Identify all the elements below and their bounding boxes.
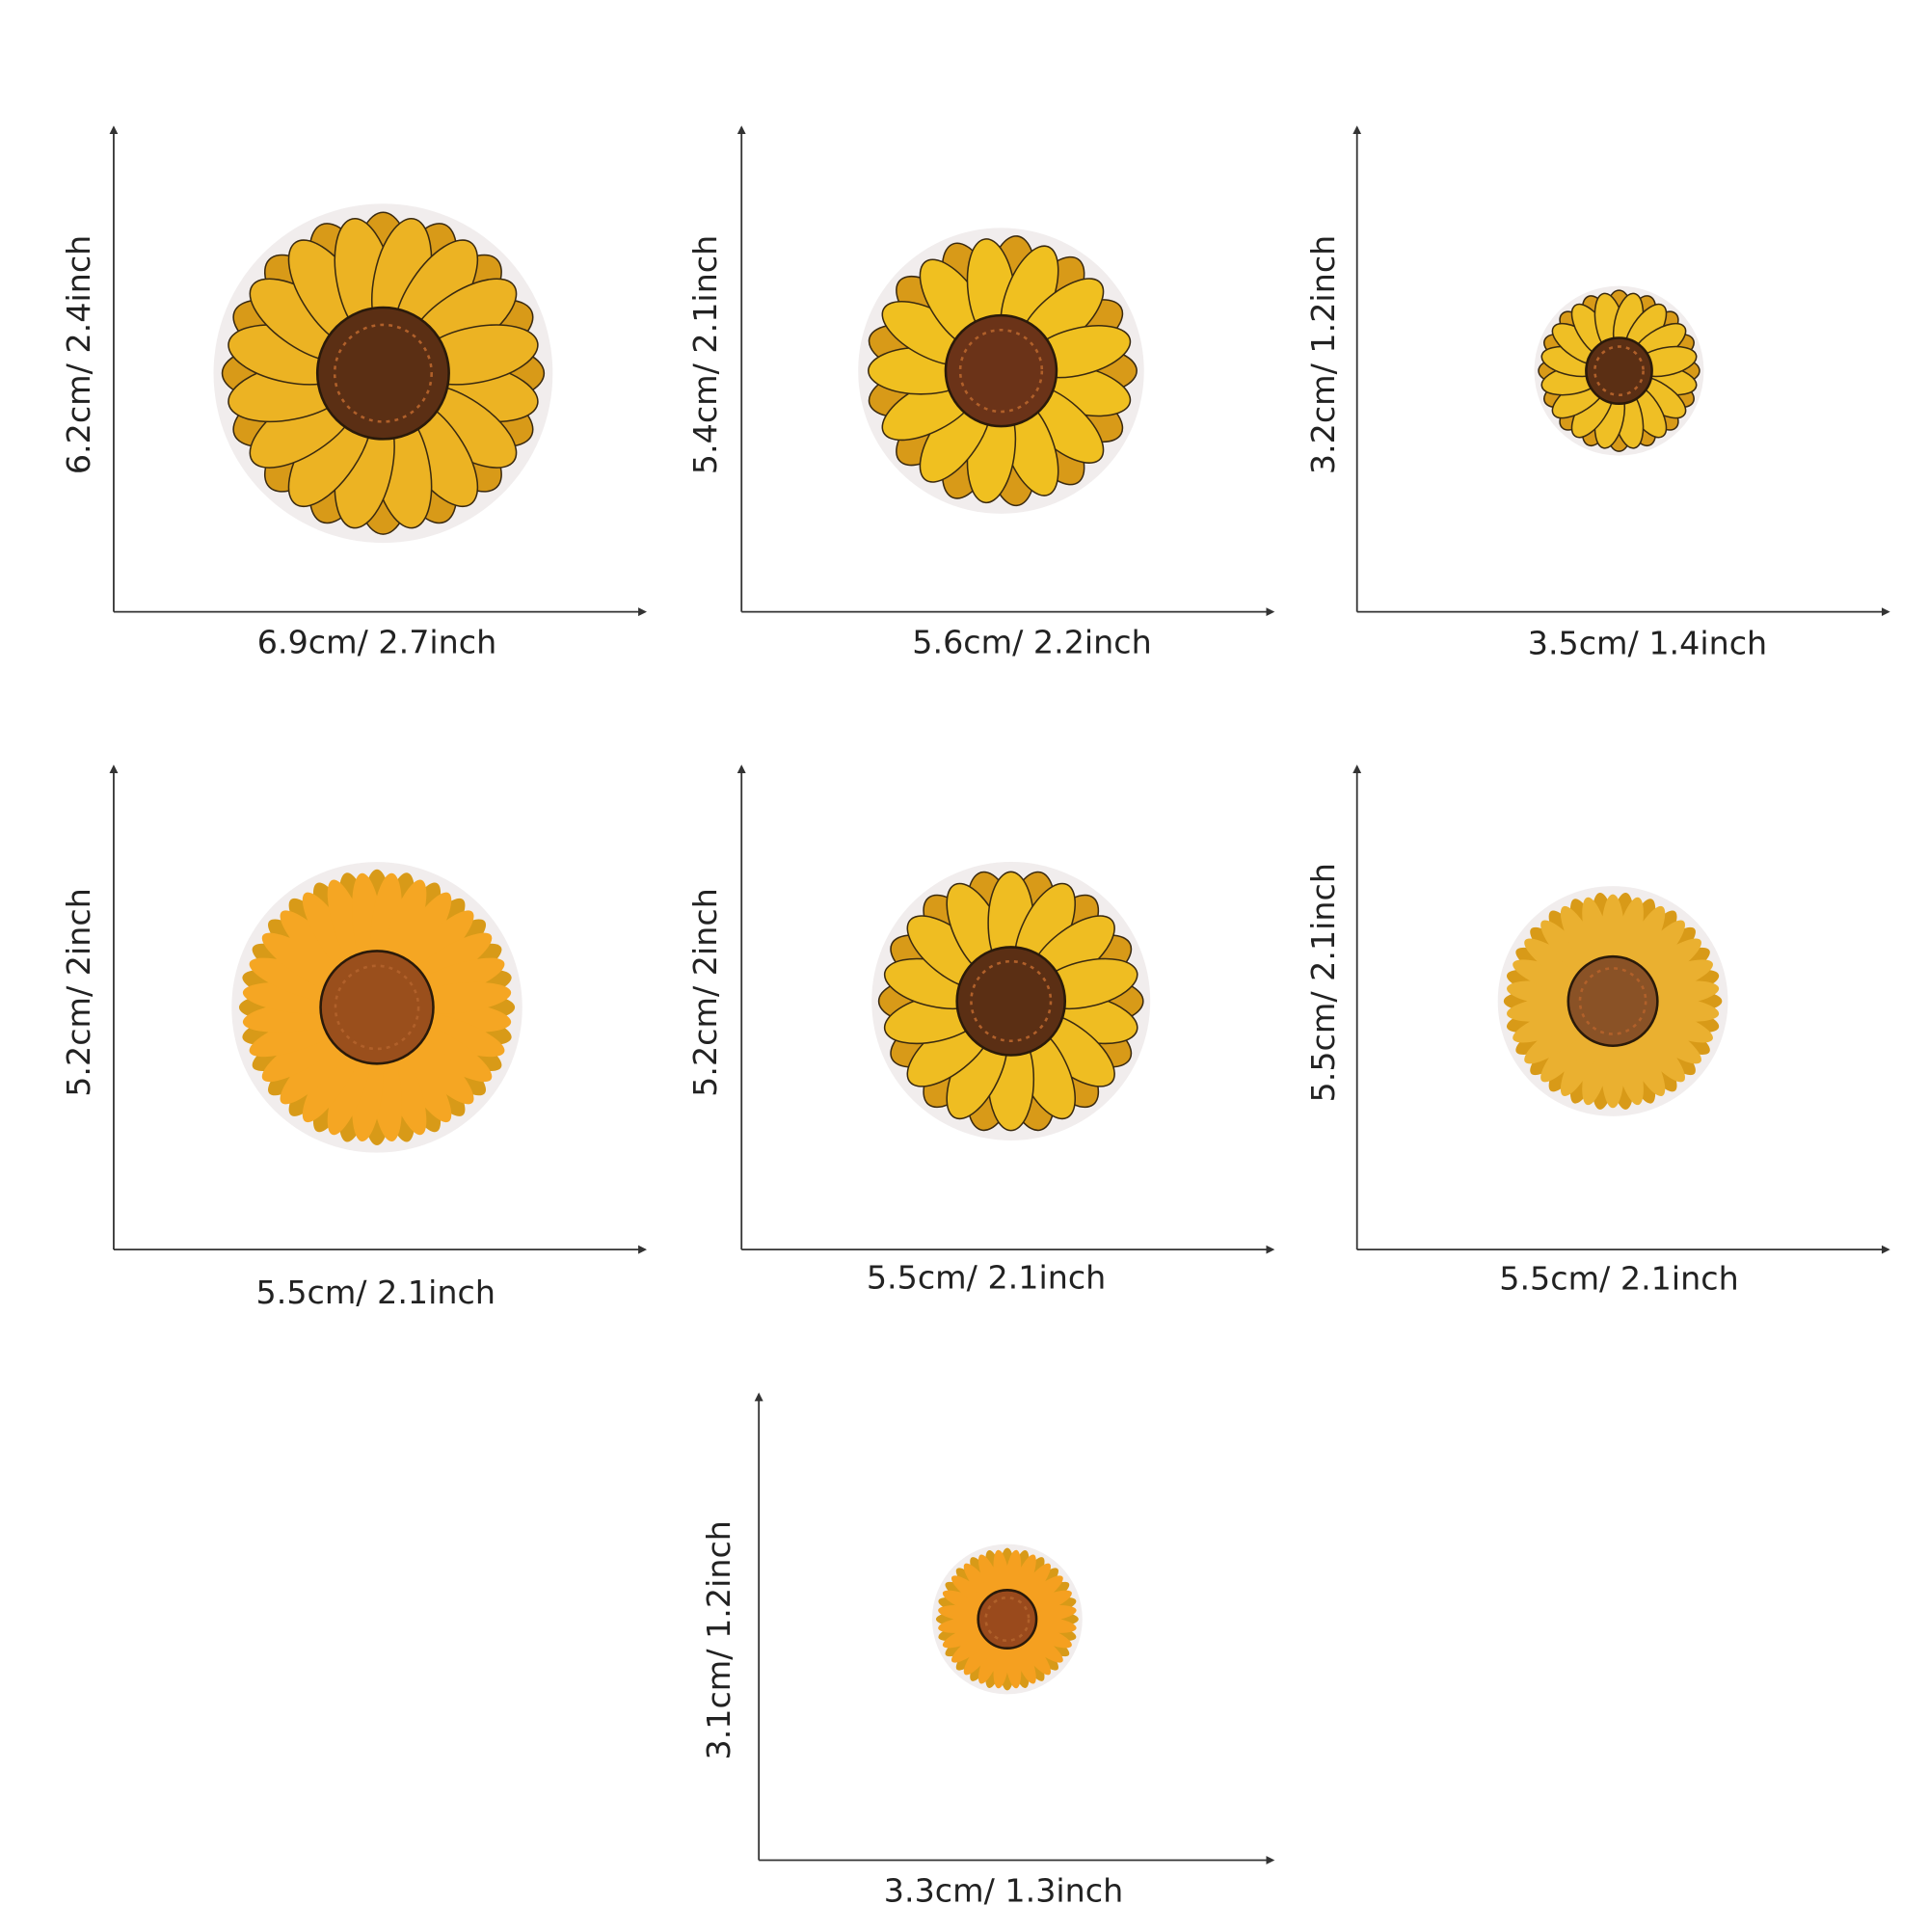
width-label: 5.5cm/ 2.1inch — [867, 1258, 1106, 1296]
width-label: 3.3cm/ 1.3inch — [884, 1871, 1123, 1909]
center-texture — [984, 1596, 1031, 1643]
width-label: 5.5cm/ 2.1inch — [1499, 1260, 1738, 1298]
patch-panel: 6.9cm/ 2.7inch 6.2cm/ 2.4inch — [60, 125, 648, 660]
center-texture — [958, 328, 1044, 414]
width-label: 6.9cm/ 2.7inch — [257, 623, 496, 660]
sunflower-patch — [213, 203, 553, 544]
patch-panel: 5.5cm/ 2.1inch 5.2cm/ 2inch — [60, 765, 648, 1311]
height-label: 3.2cm/ 1.2inch — [1304, 235, 1342, 474]
sunflower-patch — [871, 861, 1151, 1140]
flower-center — [955, 946, 1067, 1057]
height-label: 5.5cm/ 2.1inch — [1304, 863, 1342, 1102]
flower-center — [319, 950, 435, 1065]
flower-center — [315, 306, 450, 441]
patch-panel: 5.5cm/ 2.1inch 5.5cm/ 2.1inch — [1304, 765, 1890, 1298]
height-label: 5.2cm/ 2inch — [686, 888, 724, 1097]
sunflower-patch — [1497, 886, 1728, 1116]
patch-panel: 3.5cm/ 1.4inch 3.2cm/ 1.2inch — [1304, 125, 1890, 662]
flower-center — [944, 313, 1058, 428]
patch-panel: 3.3cm/ 1.3inch 3.1cm/ 1.2inch — [700, 1392, 1275, 1909]
flower-center — [977, 1588, 1038, 1650]
sunflower-patch — [858, 228, 1144, 514]
height-label: 5.4cm/ 2.1inch — [686, 235, 724, 474]
center-texture — [970, 959, 1053, 1043]
width-label: 5.6cm/ 2.2inch — [912, 623, 1151, 660]
flower-center — [1566, 954, 1659, 1048]
patch-panel: 5.6cm/ 2.2inch 5.4cm/ 2.1inch — [686, 125, 1275, 660]
sunflower-patch — [1534, 285, 1704, 456]
width-label: 3.5cm/ 1.4inch — [1528, 625, 1767, 662]
height-label: 3.1cm/ 1.2inch — [700, 1520, 737, 1759]
sunflower-patch — [231, 862, 522, 1153]
center-texture — [1593, 345, 1645, 397]
center-texture — [334, 964, 420, 1051]
sunflower-patch — [931, 1543, 1083, 1695]
width-label: 5.5cm/ 2.1inch — [256, 1274, 495, 1311]
height-label: 5.2cm/ 2inch — [60, 888, 97, 1097]
center-texture — [333, 323, 433, 423]
height-label: 6.2cm/ 2.4inch — [60, 235, 97, 474]
patch-panel: 5.5cm/ 2.1inch 5.2cm/ 2inch — [686, 765, 1275, 1296]
